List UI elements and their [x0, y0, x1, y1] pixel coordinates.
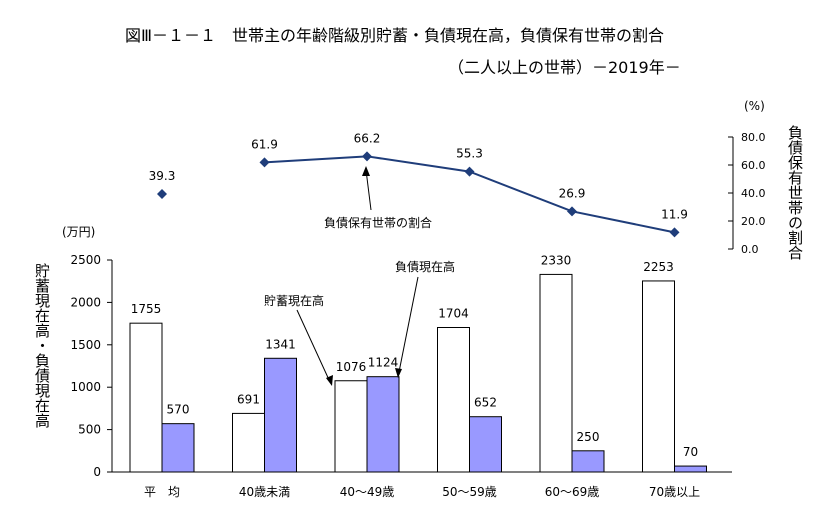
ratio-value-label: 11.9: [661, 207, 688, 221]
ratio-value-label: 66.2: [354, 131, 381, 145]
amount-axis-title: 貯蓄現在高・負債現在高: [33, 263, 51, 428]
category-label: 50～59歳: [442, 485, 497, 499]
debt-value-label: 1124: [368, 356, 399, 370]
savings-bar: [539, 273, 573, 473]
category-label: 40歳未満: [239, 485, 290, 499]
ratio-tick-label: 80.0: [741, 131, 766, 144]
ratio-axis: (%) 0.0 20.0 40.0 60.0 80.0 負債保有世帯の割合: [728, 99, 804, 260]
amount-tick-label: 0: [93, 465, 101, 479]
debt-value-label: 250: [577, 430, 600, 444]
ratio-point: [362, 151, 372, 162]
category-label: 70歳以上: [649, 485, 700, 499]
savings-value-label: 2253: [643, 260, 674, 274]
debt-value-label: 570: [167, 403, 190, 417]
annotation-debt-label: 負債現在高: [395, 259, 455, 274]
ratio-value-label: 39.3: [149, 169, 176, 183]
amount-tick-label: 2000: [70, 295, 101, 309]
ratio-point: [464, 166, 475, 177]
savings-bar: [334, 380, 368, 473]
ratio-value-label: 26.9: [559, 186, 586, 200]
ratio-point: [669, 227, 680, 238]
ratio-tick-label: 60.0: [741, 159, 766, 172]
ratio-value-label: 55.3: [456, 147, 483, 161]
savings-value-label: 1755: [131, 302, 162, 316]
ratio-unit-label: (%): [744, 99, 765, 113]
ratio-point: [567, 206, 577, 217]
amount-axis: (万円) 0 500 1000 1500 2000 2500 貯蓄現在高・負債現在高: [33, 225, 732, 479]
category-label: 60～69歳: [545, 485, 600, 499]
debt-bar: [469, 416, 502, 473]
annotation-ratio-label: 負債保有世帯の割合: [324, 215, 432, 230]
savings-value-label: 1704: [438, 307, 469, 321]
ratio-axis-title: 負債保有世帯の割合: [786, 125, 804, 260]
category-label: 40～49歳: [340, 485, 395, 499]
debt-bar: [571, 450, 605, 473]
savings-value-label: 1076: [336, 360, 367, 374]
annotation-savings: 貯蓄現在高: [264, 293, 333, 386]
ratio-value-label: 61.9: [251, 137, 278, 151]
ratio-tick-label: 40.0: [741, 187, 766, 200]
savings-value-label: 2330: [541, 253, 572, 267]
annotation-ratio: 負債保有世帯の割合: [324, 166, 432, 230]
debt-value-label: 652: [474, 396, 497, 410]
amount-unit-label: (万円): [62, 225, 95, 239]
debt-value-label: 70: [683, 445, 698, 459]
chart-subtitle: （二人以上の世帯）－2019年－: [448, 58, 681, 77]
ratio-tick-label: 0.0: [741, 243, 759, 256]
debt-bar: [674, 465, 707, 473]
chart-title: 図Ⅲ－１－１ 世帯主の年齢階級別貯蓄・負債現在高，負債保有世帯の割合: [125, 26, 664, 45]
savings-bar: [129, 322, 163, 473]
amount-tick-label: 500: [78, 423, 101, 437]
savings-value-label: 691: [237, 392, 260, 406]
ratio-tick-label: 20.0: [741, 215, 766, 228]
annotation-savings-label: 貯蓄現在高: [264, 293, 324, 308]
category-label: 平 均: [144, 485, 180, 499]
amount-tick-label: 2500: [70, 253, 101, 267]
savings-bar: [232, 412, 265, 473]
annotation-debt: 負債現在高: [395, 259, 455, 378]
debt-bar: [161, 423, 195, 473]
ratio-point: [157, 188, 167, 199]
savings-bar: [437, 327, 470, 473]
debt-value-label: 1341: [265, 337, 296, 351]
debt-bar: [264, 357, 297, 473]
amount-tick-label: 1500: [70, 338, 101, 352]
ratio-point: [259, 157, 270, 168]
savings-bar: [642, 280, 675, 473]
amount-tick-label: 1000: [70, 380, 101, 394]
debt-bar: [366, 376, 400, 473]
